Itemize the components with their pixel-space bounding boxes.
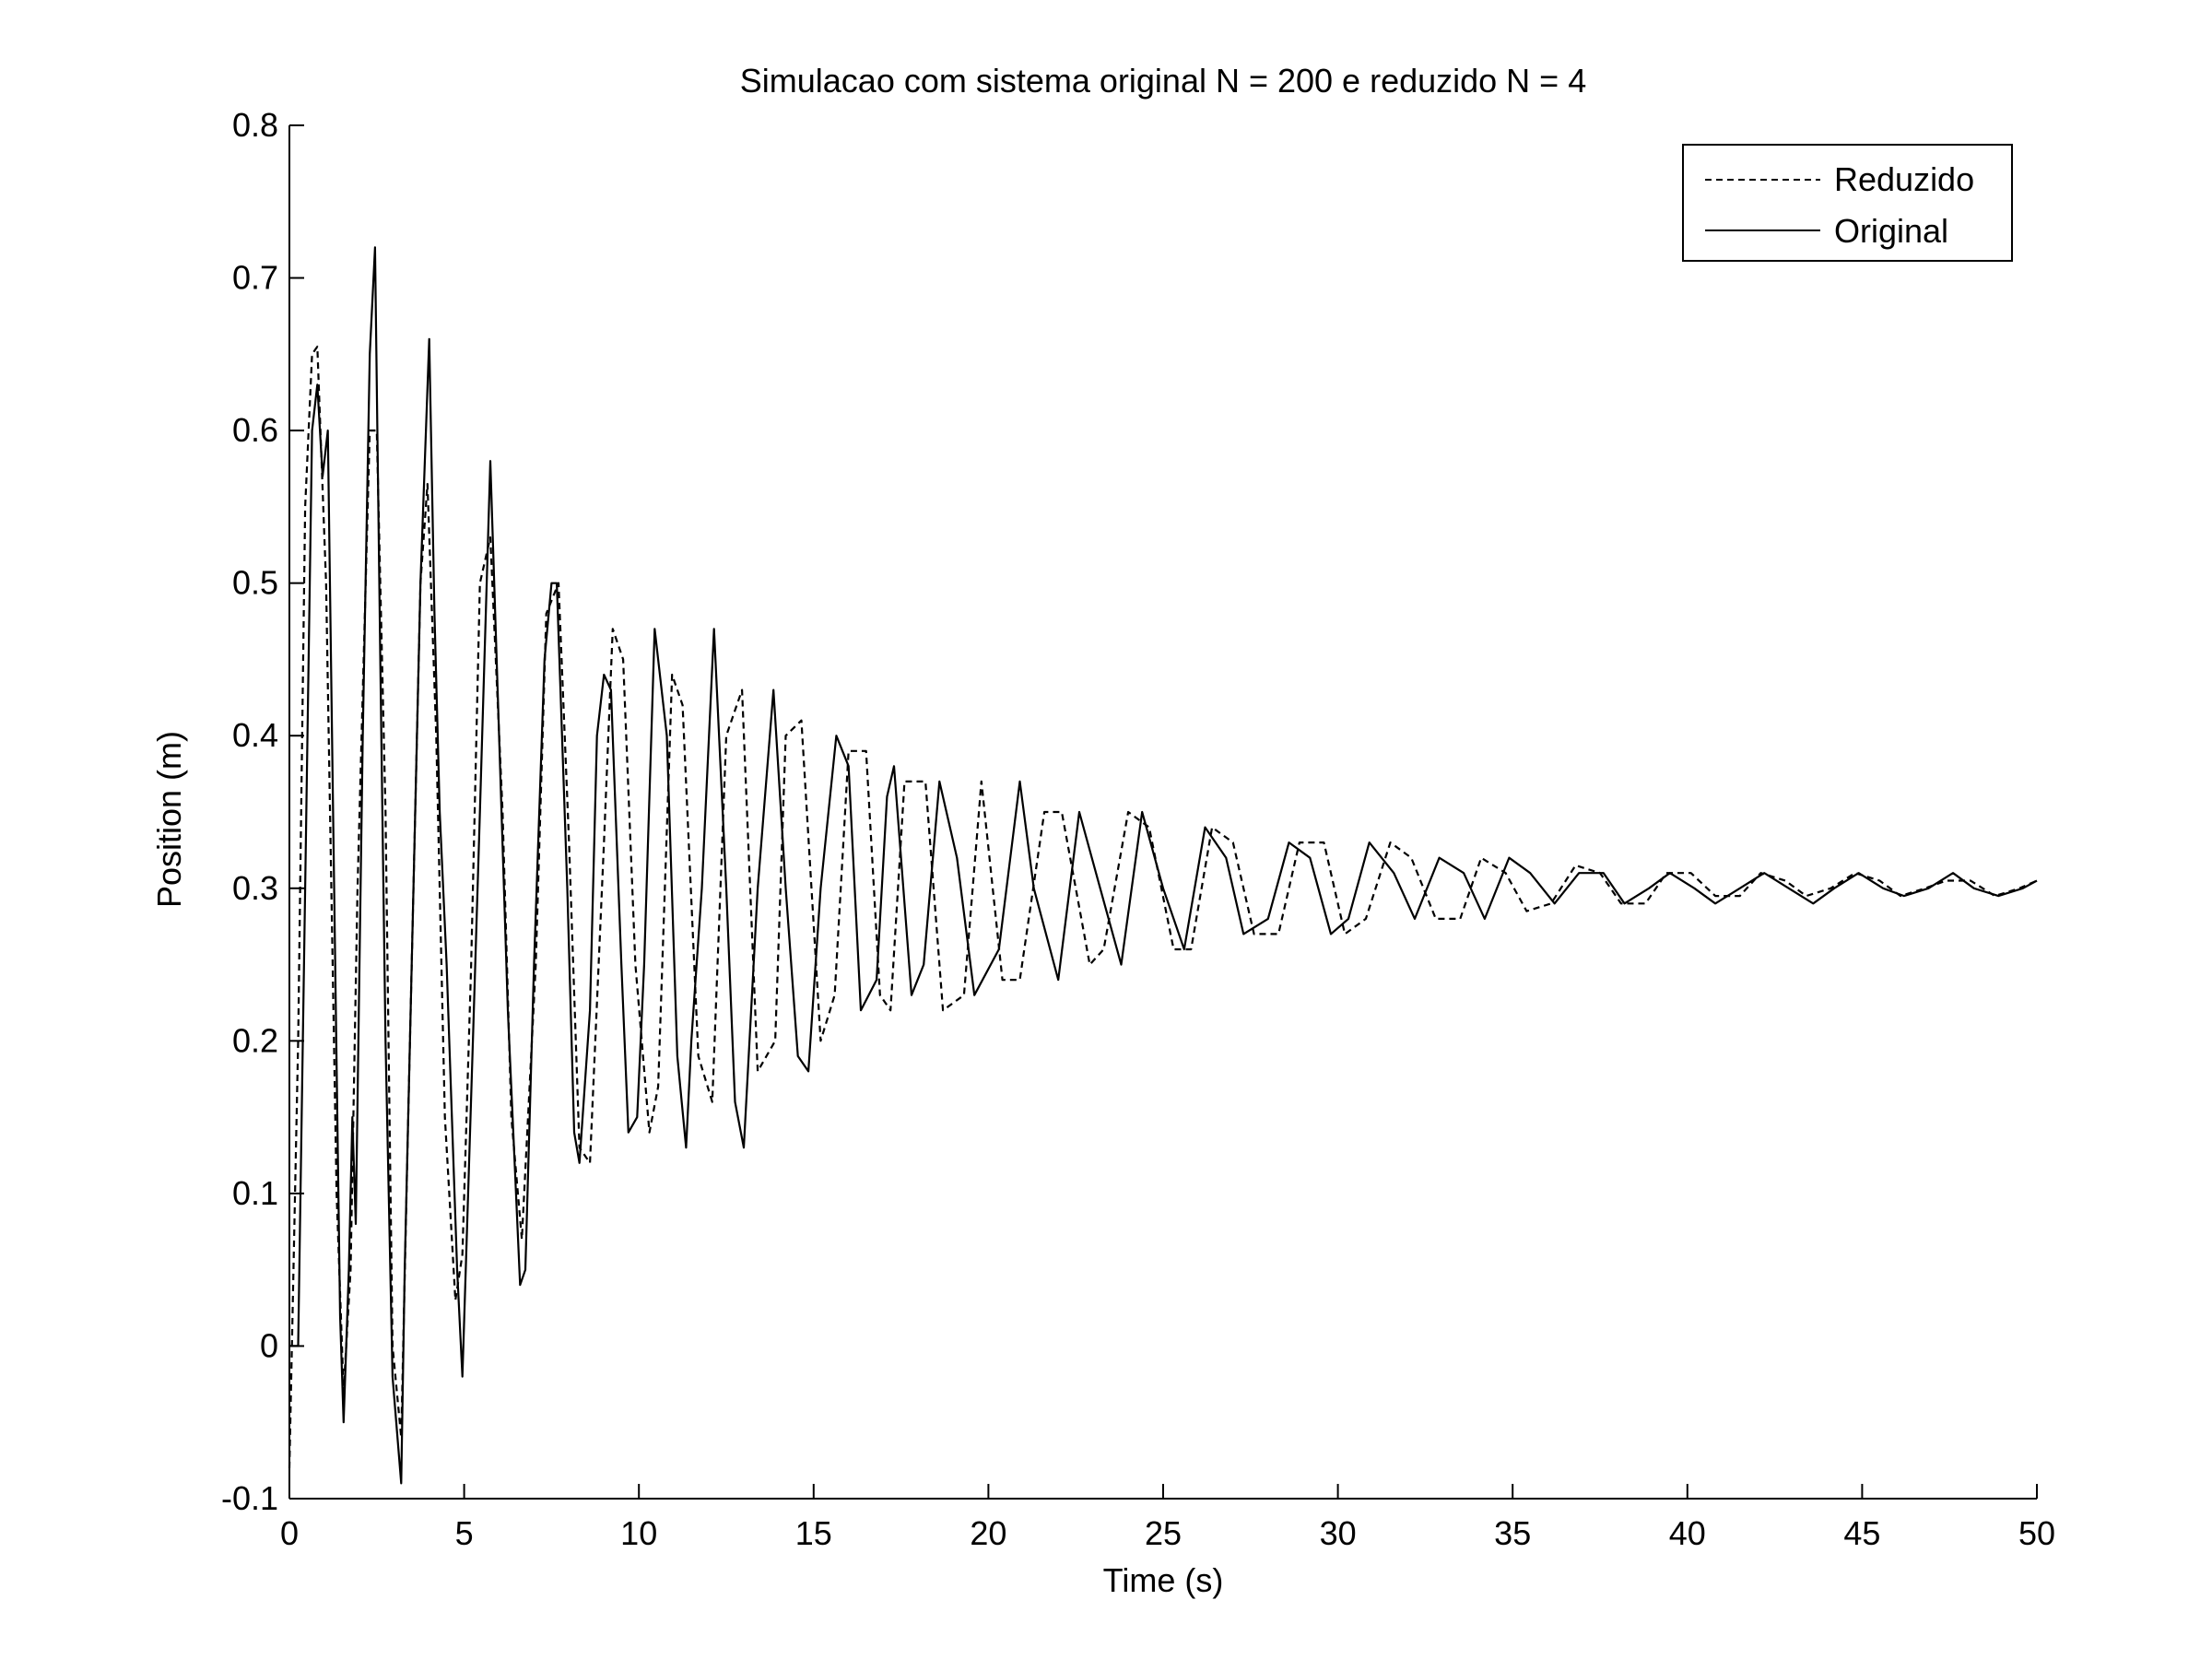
x-tick-label: 35 <box>1494 1514 1531 1552</box>
y-tick-label: 0.5 <box>232 564 278 602</box>
y-tick-label: 0.1 <box>232 1174 278 1212</box>
x-tick-label: 20 <box>970 1514 1006 1552</box>
series-line-original <box>289 246 2038 1485</box>
y-tick-label: 0.3 <box>232 869 278 907</box>
y-tick-label: 0.8 <box>232 106 278 144</box>
chart-title: Simulacao com sistema original N = 200 e… <box>740 62 1586 100</box>
legend-box <box>1682 144 2013 262</box>
x-tick-label: 25 <box>1145 1514 1182 1552</box>
legend-label-original: Original <box>1834 212 1948 250</box>
x-tick-label: 45 <box>1843 1514 1880 1552</box>
x-tick-label: 30 <box>1320 1514 1357 1552</box>
y-tick-label: 0.4 <box>232 716 278 754</box>
x-tick-label: 15 <box>795 1514 832 1552</box>
y-tick-label: 0.7 <box>232 259 278 297</box>
legend-label-reduzido: Reduzido <box>1834 160 1974 198</box>
tick-labels: 0 5 10 15 20 25 30 35 40 45 50-0.100.10.20.30.40.5… <box>221 106 2055 1552</box>
x-tick-label: 40 <box>1669 1514 1706 1552</box>
x-tick-label: 50 <box>2018 1514 2055 1552</box>
x-axis-label: Time (s) <box>1103 1561 1224 1599</box>
y-tick-label: 0.2 <box>232 1021 278 1059</box>
x-tick-label: 5 <box>455 1514 474 1552</box>
y-tick-label: 0.6 <box>232 411 278 449</box>
y-tick-label: 0 <box>260 1326 278 1364</box>
series-line-reduzido <box>288 346 2038 1468</box>
legend: Reduzido Original <box>1682 144 2013 262</box>
y-tick-label: -0.1 <box>221 1479 278 1517</box>
y-axis-label: Position (m) <box>150 731 188 908</box>
x-tick-label: 10 <box>620 1514 657 1552</box>
x-tick-label: 0 <box>280 1514 299 1552</box>
plot-series <box>288 246 2038 1485</box>
